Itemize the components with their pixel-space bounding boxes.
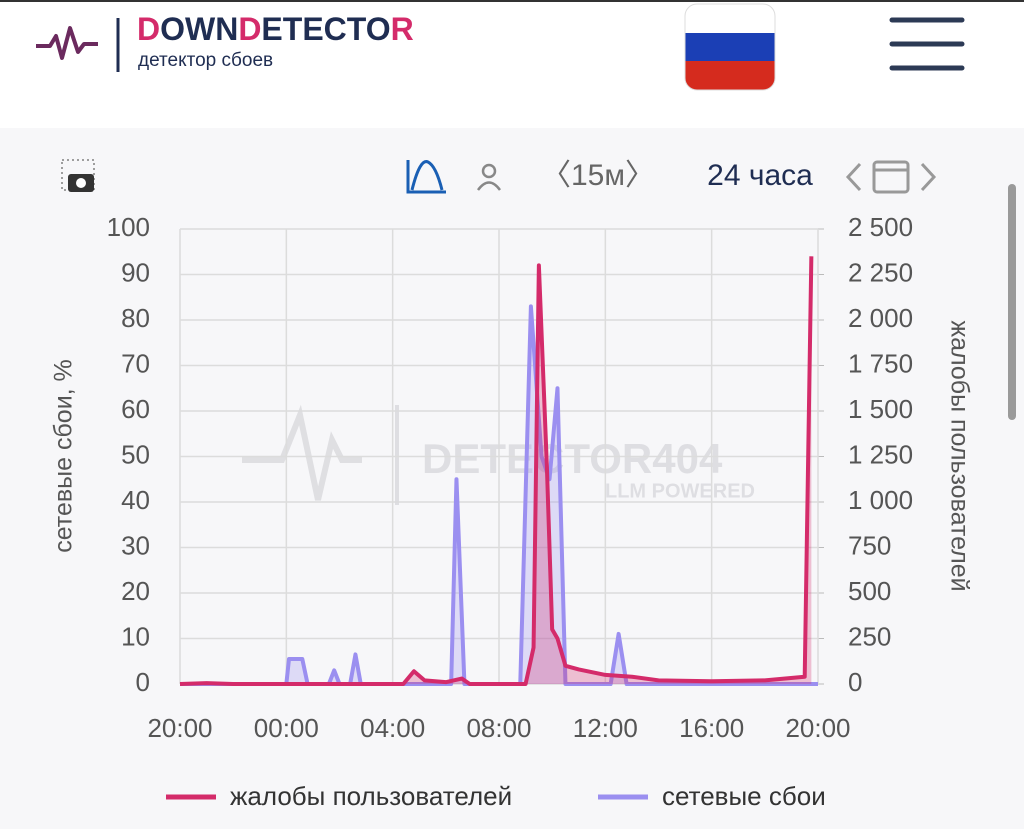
range-selector[interactable]: 24 часа: [707, 159, 813, 192]
calendar-nav[interactable]: [845, 160, 937, 194]
logo-subtitle: детектор сбоев: [138, 50, 273, 71]
menu-button[interactable]: [889, 17, 965, 71]
flag-button[interactable]: [684, 3, 776, 91]
y2-tick-label: 1 750: [848, 348, 913, 378]
y2-tick-label: 1 500: [848, 394, 913, 424]
screenshot-button[interactable]: [61, 159, 95, 192]
y2-tick-label: 1 250: [848, 439, 913, 469]
x-tick-label: 20:00: [785, 713, 850, 743]
x-tick-label: 20:00: [147, 713, 212, 743]
y2-tick-label: 2 250: [848, 257, 913, 287]
y2-tick-label: 500: [848, 576, 891, 606]
y2-tick-label: 0: [848, 667, 862, 697]
y2-tick-label: 2 000: [848, 303, 913, 333]
chart-panel: [0, 128, 1024, 829]
logo-part: R: [391, 11, 414, 47]
y-tick-label: 50: [121, 439, 150, 469]
legend-label[interactable]: сетевые сбои: [662, 781, 826, 811]
y2-tick-label: 2 500: [848, 212, 913, 242]
y-tick-label: 10: [121, 621, 150, 651]
logo-text[interactable]: DOWNDETECTOR: [137, 11, 414, 47]
y-tick-label: 70: [121, 348, 150, 378]
x-tick-label: 12:00: [573, 713, 638, 743]
interval-selector[interactable]: 〈15м〉: [541, 159, 655, 192]
y-tick-label: 90: [121, 257, 150, 287]
y-tick-label: 80: [121, 303, 150, 333]
watermark-subtitle: LLM POWERED: [605, 480, 755, 502]
user-mode-button[interactable]: [476, 163, 502, 191]
watermark: DETECTOR404 LLM POWERED: [242, 404, 755, 505]
y2-tick-label: 250: [848, 621, 891, 651]
series-line: [180, 304, 818, 686]
logo-icon: [36, 26, 98, 60]
scrollbar: [1008, 184, 1016, 420]
chart-mode-button[interactable]: [406, 160, 446, 194]
legend: жалобы пользователей сетевые сбои: [166, 781, 826, 811]
logo-part: D: [238, 11, 261, 47]
series-line: [179, 256, 814, 686]
x-tick-label: 08:00: [466, 713, 531, 743]
logo-part: OWN: [160, 11, 238, 47]
logo-part: D: [137, 11, 160, 47]
x-tick-label: 16:00: [679, 713, 744, 743]
legend-label[interactable]: жалобы пользователей: [230, 781, 512, 811]
watermark-title: DETECTOR404: [422, 435, 723, 482]
x-tick-label: 04:00: [360, 713, 425, 743]
logo-part: ETECTO: [261, 11, 390, 47]
y2-tick-label: 750: [848, 530, 891, 560]
y-tick-label: 60: [121, 394, 150, 424]
y2-tick-label: 1 000: [848, 485, 913, 515]
y-axis-title: сетевые сбои, %: [50, 359, 78, 553]
y-tick-label: 100: [107, 212, 150, 242]
y-tick-label: 40: [121, 485, 150, 515]
x-tick-label: 00:00: [254, 713, 319, 743]
y-tick-label: 30: [121, 530, 150, 560]
y2-axis-title: жалобы пользователей: [945, 320, 973, 591]
y-tick-label: 0: [136, 667, 150, 697]
y-tick-label: 20: [121, 576, 150, 606]
